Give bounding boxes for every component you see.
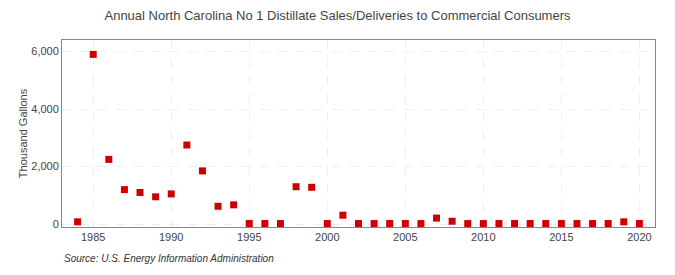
svg-text:2020: 2020	[627, 231, 651, 243]
svg-text:1995: 1995	[237, 231, 261, 243]
svg-text:1985: 1985	[81, 231, 105, 243]
svg-text:Source: U.S. Energy Informatio: Source: U.S. Energy Information Administ…	[64, 253, 274, 264]
svg-text:4,000: 4,000	[31, 103, 59, 115]
svg-text:2015: 2015	[549, 231, 573, 243]
svg-text:0: 0	[53, 218, 59, 230]
svg-text:6,000: 6,000	[31, 45, 59, 57]
svg-text:Annual North Carolina No 1 Dis: Annual North Carolina No 1 Distillate Sa…	[104, 8, 571, 23]
svg-text:2010: 2010	[471, 231, 495, 243]
svg-text:2000: 2000	[315, 231, 339, 243]
svg-text:1990: 1990	[159, 231, 183, 243]
svg-text:2,000: 2,000	[31, 160, 59, 172]
svg-text:Thousand Gallons: Thousand Gallons	[17, 88, 29, 178]
svg-text:2005: 2005	[393, 231, 417, 243]
